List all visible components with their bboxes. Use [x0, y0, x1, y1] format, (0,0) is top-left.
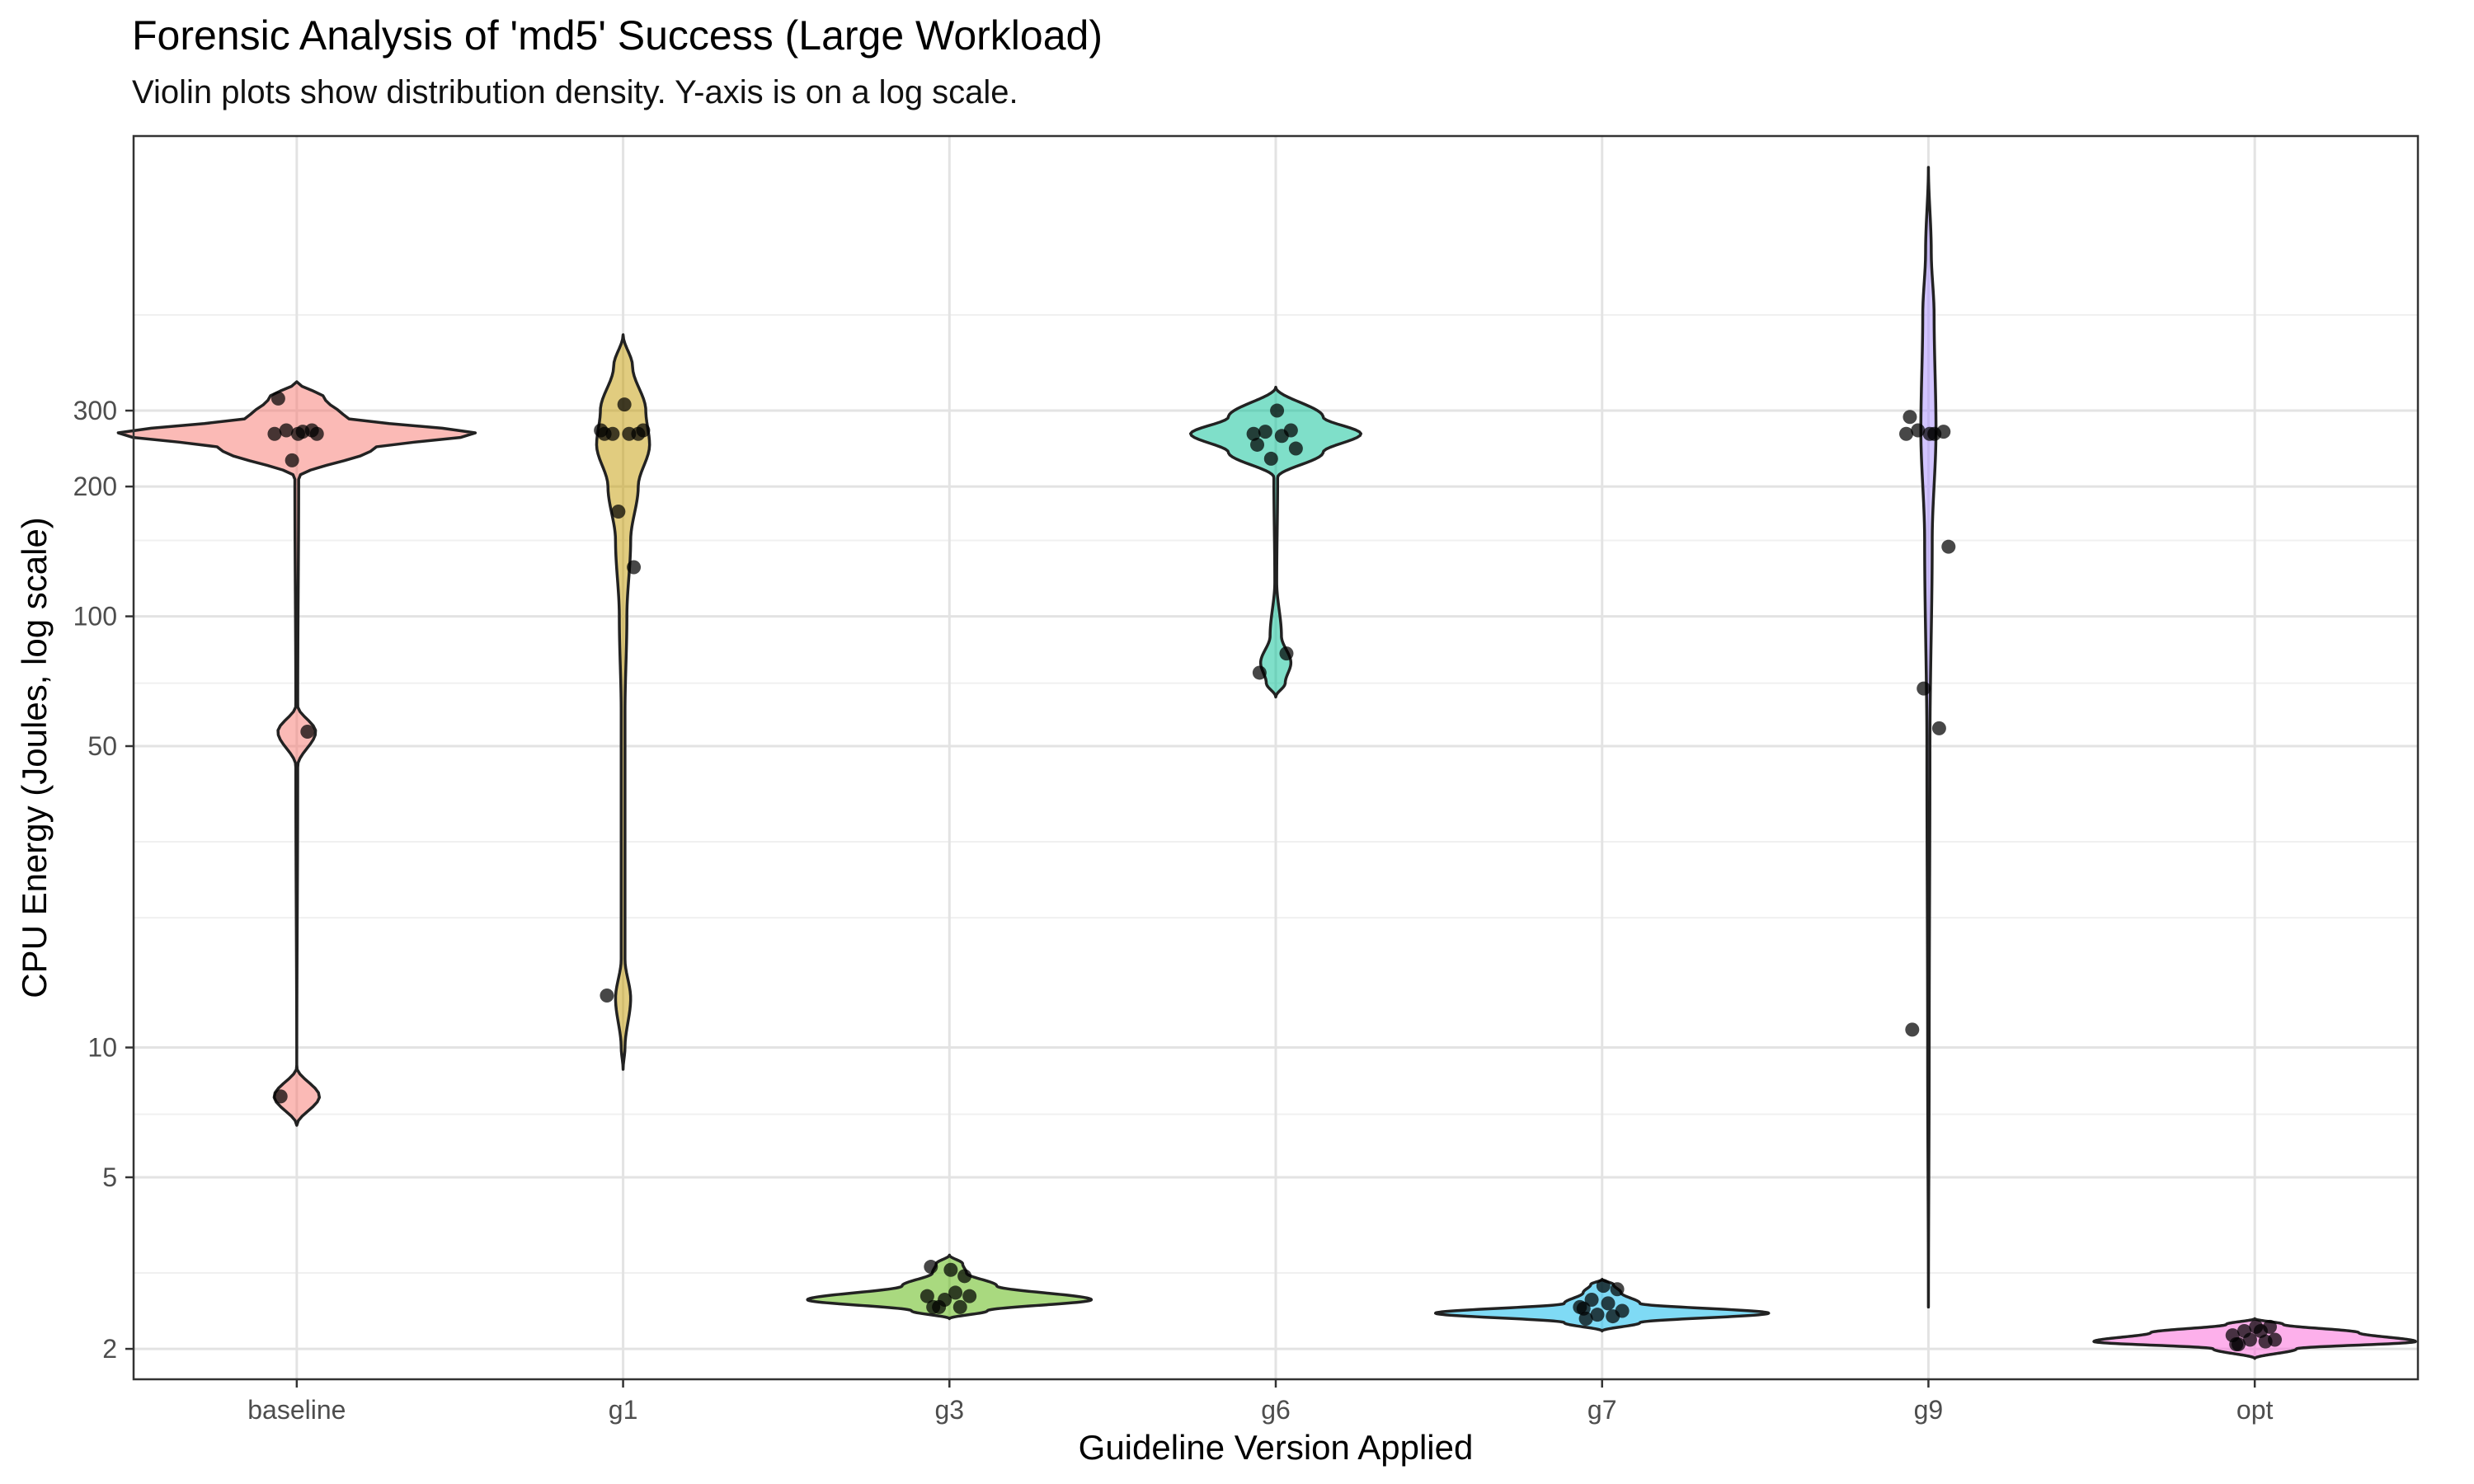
violin-baseline: [116, 380, 477, 1127]
data-point-g3: [952, 1299, 967, 1314]
violin-g3: [806, 1253, 1094, 1321]
data-point-g1: [617, 397, 632, 412]
data-point-g1: [611, 504, 626, 519]
violin-layer: [116, 166, 2417, 1360]
data-point-baseline: [279, 423, 294, 438]
data-point-g3: [924, 1260, 938, 1275]
data-point-baseline: [304, 423, 319, 438]
x-tick-label: g9: [1914, 1395, 1944, 1425]
point-layer: [267, 391, 2283, 1351]
data-point-g9: [1911, 423, 1926, 438]
y-tick-label: 300: [73, 396, 117, 425]
chart-subtitle: Violin plots show distribution density. …: [132, 74, 1018, 110]
x-axis-title: Guideline Version Applied: [1079, 1428, 1474, 1467]
data-point-g3: [948, 1285, 963, 1300]
data-point-g6: [1250, 437, 1265, 452]
axis-layer: 2 5 10 50 100 200 300 baseline g1 g3 g6 g7 g9 opt: [73, 396, 2274, 1425]
data-point-g9: [1931, 721, 1946, 735]
data-point-g1: [597, 426, 612, 441]
data-point-g3: [957, 1269, 972, 1284]
data-point-g9: [1922, 426, 1937, 441]
y-tick-label: 50: [87, 731, 117, 761]
data-point-baseline: [267, 426, 282, 441]
x-tick-label: opt: [2236, 1395, 2274, 1425]
data-point-g7: [1601, 1296, 1616, 1311]
data-point-g7: [1615, 1303, 1630, 1318]
y-tick-label: 100: [73, 602, 117, 632]
x-tick-label: baseline: [247, 1395, 346, 1425]
data-point-g3: [920, 1289, 934, 1303]
data-point-g6: [1252, 665, 1267, 680]
data-point-g7: [1610, 1282, 1625, 1297]
y-tick-label: 5: [102, 1162, 117, 1192]
y-tick-label: 200: [73, 472, 117, 501]
data-point-g6: [1246, 426, 1261, 441]
data-point-g6: [1283, 423, 1298, 438]
data-point-opt: [2249, 1319, 2264, 1334]
data-point-g9: [1899, 426, 1914, 441]
data-point-g9: [1941, 539, 1956, 554]
data-point-g6: [1288, 441, 1303, 456]
x-tick-label: g6: [1261, 1395, 1291, 1425]
data-point-baseline: [290, 426, 305, 441]
violin-g1: [595, 333, 651, 1071]
data-point-g9: [1917, 681, 1931, 696]
data-point-g6: [1258, 425, 1272, 439]
data-point-g9: [1905, 1022, 1920, 1037]
y-axis-title: CPU Energy (Joules, log scale): [15, 517, 54, 998]
data-point-baseline: [273, 1089, 288, 1104]
data-point-g9: [1936, 425, 1951, 439]
x-tick-label: g7: [1587, 1395, 1617, 1425]
data-point-g1: [631, 426, 646, 441]
data-point-g3: [943, 1262, 958, 1277]
data-point-baseline: [285, 453, 299, 467]
data-point-g7: [1576, 1301, 1591, 1316]
violin-g9: [1919, 166, 1938, 1309]
data-point-g9: [1903, 410, 1917, 425]
data-point-baseline: [270, 391, 285, 406]
data-point-baseline: [300, 725, 315, 740]
data-point-g6: [1279, 646, 1294, 661]
data-point-opt: [2263, 1319, 2278, 1334]
data-point-g6: [1270, 403, 1285, 418]
data-point-opt: [2236, 1323, 2251, 1338]
chart-title: Forensic Analysis of 'md5' Success (Larg…: [132, 12, 1103, 59]
y-tick-label: 2: [102, 1334, 117, 1364]
y-tick-label: 10: [87, 1033, 117, 1063]
data-point-g3: [932, 1299, 947, 1314]
x-tick-label: g1: [609, 1395, 638, 1425]
violin-g6: [1188, 385, 1363, 699]
data-point-g7: [1584, 1292, 1599, 1307]
data-point-g1: [627, 560, 642, 575]
data-point-g7: [1590, 1308, 1605, 1322]
data-point-g1: [600, 988, 614, 1003]
data-point-g3: [962, 1289, 977, 1303]
data-point-opt: [2229, 1336, 2244, 1351]
data-point-g7: [1596, 1279, 1611, 1294]
data-point-g6: [1263, 451, 1278, 466]
x-tick-label: g3: [934, 1395, 964, 1425]
data-point-opt: [2268, 1332, 2283, 1347]
